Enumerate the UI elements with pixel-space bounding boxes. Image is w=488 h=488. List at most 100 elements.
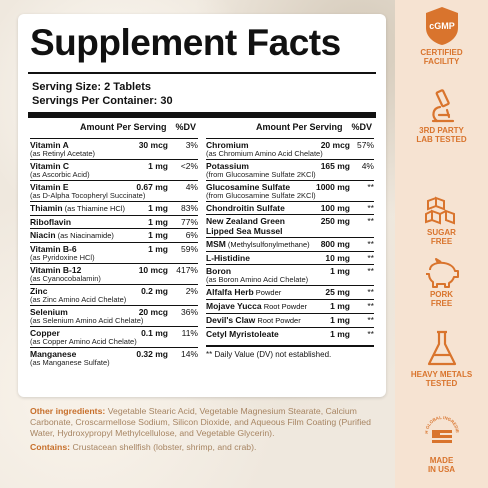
nutrient-amount: 1000 mg [315,182,350,192]
right-dv-header: %DV [351,122,372,132]
nutrient-row: Devil's Claw Root Powder 1 mg ** [206,313,374,327]
nutrient-name: Manganese [30,349,77,359]
nutrient-dv: ** [367,266,374,276]
nutrient-name: Potassium [206,161,249,171]
left-dv-header: %DV [175,122,196,132]
nutrient-name: Chromium [206,140,249,150]
other-ingredients-text: Vegetable Stearic Acid, Vegetable Magnes… [30,406,371,438]
nutrient-amount: 25 mg [325,287,350,297]
nutrient-amount: 1 mg [330,266,350,276]
nutrient-dv: ** [367,315,374,325]
nutrient-amount: 1 mg [148,230,168,240]
nutrient-dv: 77% [180,217,198,227]
cgmp-text: cGMP [429,21,455,31]
nutrient-dv: 4% [361,161,374,171]
nutrient-row: Mojave Yucca Root Powder 1 mg ** [206,299,374,313]
nutrient-row: Vitamin B-6 (as Pyridoxine HCl) 1 mg 59% [30,242,198,263]
badge-cgmp: cGMP CERTIFIED FACILITY [395,6,488,66]
nutrient-dv: 11% [181,328,198,338]
nutrient-source: (as Chromium Amino Acid Chelate) [206,149,323,158]
nutrient-dv: 2% [185,286,198,296]
nutrient-dv: 57% [356,140,374,150]
nutrient-name: L-Histidine [206,253,250,263]
nutrient-dv: 36% [180,307,198,317]
serving-size: Serving Size: 2 Tablets [32,81,152,93]
nutrient-name: Copper [30,328,60,338]
nutrient-name-line2: Lipped Sea Mussel [206,226,283,236]
nutrient-dv: ** [367,182,374,192]
nutrient-dv: 14% [180,349,198,359]
badge-lab-tested: 3RD PARTY LAB TESTED [395,88,488,144]
other-ingredients-label: Other ingredients: [30,406,106,416]
nutrient-amount: 1 mg [148,244,168,254]
nutrient-amount: 0.1 mg [141,328,168,338]
nutrient-name: New Zealand Green [206,216,285,226]
nutrient-source: Powder [253,288,282,297]
nutrient-name: Riboflavin [30,217,72,227]
nutrient-name: Boron [206,266,232,276]
nutrient-source: Root Powder [261,302,308,311]
nutrient-name: Vitamin E [30,182,69,192]
nutrient-row: Vitamin B-12 (as Cyanocobalamin) 10 mcg 417… [30,263,198,284]
nutrient-amount: 165 mg [320,161,350,171]
left-amount-header: Amount Per Serving [80,122,167,132]
nutrient-amount: 1 mg [330,301,350,311]
nutrient-row: Alfalfa Herb Powder 25 mg ** [206,285,374,299]
nutrient-row: Chromium (as Chromium Amino Acid Chelate)… [206,138,374,159]
badge-cgmp-label: CERTIFIED FACILITY [420,48,463,66]
badge-sugar-free: SUGAR FREE [395,196,488,246]
contains-label: Contains: [30,442,71,452]
microscope-icon [431,89,454,123]
nutrient-amount: 1 mg [330,315,350,325]
badge-usa-label: MADE IN USA [427,456,456,474]
left-nutrient-column: Vitamin A (as Retinyl Acetate) 30 mcg 3% Vit… [30,138,198,368]
badge-sidebar [395,0,488,488]
nutrient-row: Thiamin (as Thiamine HCl) 1 mg 83% [30,201,198,215]
nutrient-row: Boron (as Boron Amino Acid Chelate) 1 mg ** [206,264,374,285]
nutrient-amount: 0.32 mg [136,349,168,359]
pig-icon [425,258,459,288]
nutrient-source: (from Glucosamine Sulfate 2KCl) [206,170,316,179]
supplement-facts-panel [18,14,386,397]
title-rule [28,72,376,74]
nutrient-amount: 1 mg [148,203,168,213]
nutrient-amount: 0.67 mg [136,182,168,192]
nutrient-name: Mojave Yucca [206,301,262,311]
right-nutrient-column: Chromium (as Chromium Amino Acid Chelate)… [206,138,374,359]
nutrient-row: Zinc (as Zinc Amino Acid Chelate) 0.2 mg 2% [30,284,198,305]
nutrient-name: Chondroitin Sulfate [206,203,285,213]
nutrient-name: MSM [206,239,226,249]
sugar-cubes-icon [424,196,455,225]
badge-sugar-label: SUGAR FREE [427,228,456,246]
nutrient-amount: 10 mg [325,253,350,263]
nutrient-dv: 4% [185,182,198,192]
contains-statement: Contains: Crustacean shellfish (lobster,… [30,442,382,453]
nutrient-dv: ** [367,239,374,249]
serving-rule [28,112,376,118]
nutrient-row: Copper (as Copper Amino Acid Chelate) 0.1 … [30,326,198,347]
nutrient-amount: 1 mg [330,329,350,339]
nutrient-source: (from Glucosamine Sulfate 2KCl) [206,191,316,200]
nutrient-name: Vitamin C [30,161,70,171]
usa-flag-globe-icon: WITH GLOBAL INGREDIENTS [421,412,460,443]
nutrient-row: MSM (Methylsulfonylmethane) 800 mg ** [206,237,374,251]
nutrient-row: Potassium (from Glucosamine Sulfate 2KCl)… [206,159,374,180]
nutrient-dv: ** [367,253,374,263]
panel-title: Supplement Facts [30,22,341,63]
dv-footnote: ** Daily Value (DV) not established. [206,345,374,359]
nutrient-row: L-Histidine 10 mg ** [206,251,374,264]
nutrient-amount: 1 mg [148,217,168,227]
contains-text: Crustacean shellfish (lobster, shrimp, a… [70,442,257,452]
nutrient-name: Alfalfa Herb [206,287,254,297]
nutrient-source: (as Manganese Sulfate) [30,358,110,367]
other-ingredients: Other ingredients: Vegetable Stearic Aci… [30,406,382,439]
nutrient-dv: 6% [185,230,198,240]
nutrient-source: (as Niacinamide) [55,231,114,240]
nutrient-dv: ** [367,329,374,339]
nutrient-name: Zinc [30,286,48,296]
nutrient-source: Root Powder [255,316,301,325]
nutrient-row: Vitamin C (as Ascorbic Acid) 1 mg <2% [30,159,198,180]
nutrient-name: Vitamin B-12 [30,265,82,275]
badge-made-in-usa: WITH GLOBAL INGREDIENTS MADE IN USA [395,412,488,474]
nutrient-name: Thiamin [30,203,63,213]
